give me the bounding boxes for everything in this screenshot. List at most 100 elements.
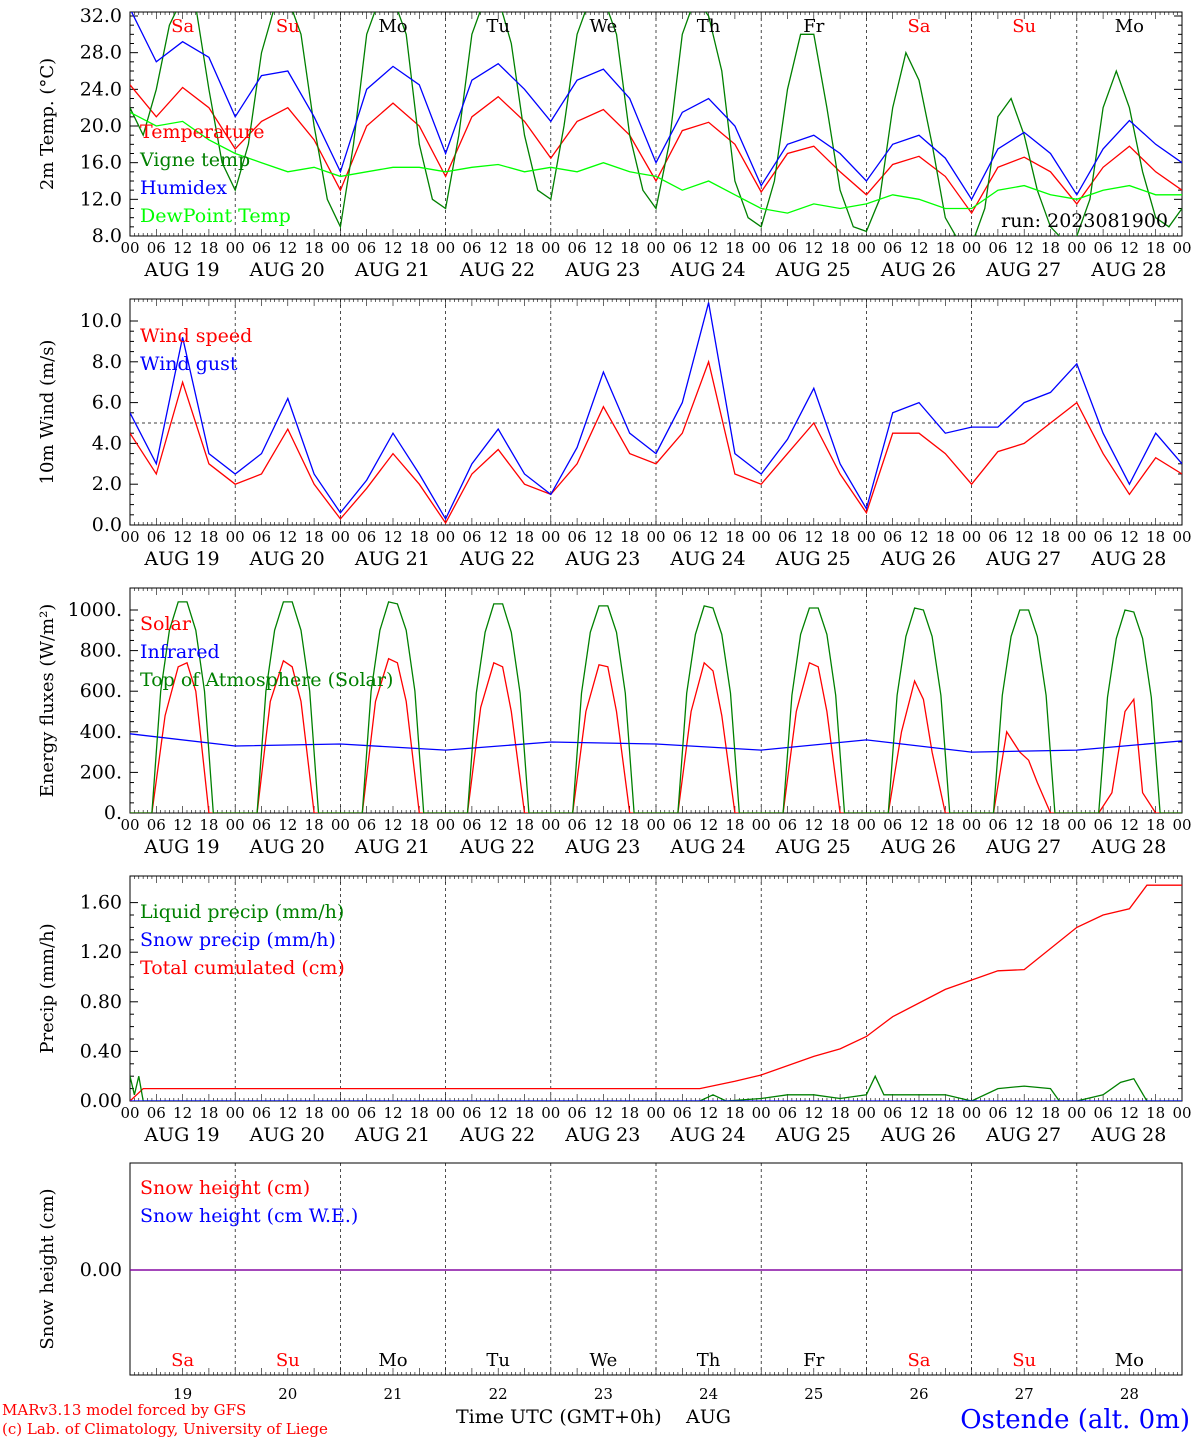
hour-tick-label: 00 (541, 1104, 560, 1122)
y-tick-label: 600. (80, 680, 122, 702)
date-label: AUG 24 (669, 548, 745, 570)
hour-tick-label: 18 (831, 528, 850, 546)
hour-tick-label: 00 (226, 1104, 245, 1122)
date-label: AUG 28 (1090, 836, 1166, 858)
date-label: AUG 27 (985, 259, 1061, 281)
y-tick-label: 24.0 (80, 78, 122, 100)
hour-tick-label: 18 (725, 816, 744, 834)
series-line (130, 1074, 1182, 1101)
hour-tick-label: 12 (489, 239, 508, 257)
hour-tick-label: 12 (278, 816, 297, 834)
y-tick-label: 4.0 (92, 432, 122, 454)
day-number-label: 20 (278, 1385, 297, 1403)
weekday-label: We (590, 1350, 618, 1371)
hour-tick-label: 18 (1041, 239, 1060, 257)
y-tick-label: 0.00 (80, 1259, 122, 1281)
date-label: AUG 19 (143, 1124, 219, 1146)
weekday-label: Mo (378, 16, 407, 37)
legend-entry: Infrared (140, 641, 220, 663)
y-tick-label: 8.0 (92, 351, 122, 373)
legend-entry: Liquid precip (mm/h) (140, 901, 344, 923)
hour-tick-label: 12 (909, 816, 928, 834)
hour-tick-label: 00 (962, 816, 981, 834)
hour-tick-label: 12 (1015, 816, 1034, 834)
date-label: AUG 26 (880, 836, 956, 858)
hour-tick-label: 00 (752, 528, 771, 546)
hour-tick-label: 12 (489, 528, 508, 546)
hour-tick-label: 12 (278, 1104, 297, 1122)
hour-tick-label: 18 (725, 1104, 744, 1122)
hour-tick-label: 00 (962, 239, 981, 257)
series-line (130, 657, 1182, 813)
hour-tick-label: 06 (568, 1104, 587, 1122)
series-line (130, 884, 1182, 1101)
date-label: AUG 27 (985, 1124, 1061, 1146)
date-label: AUG 28 (1090, 1124, 1166, 1146)
hour-tick-label: 06 (357, 1104, 376, 1122)
hour-tick-label: 18 (620, 1104, 639, 1122)
date-label: AUG 26 (880, 259, 956, 281)
hour-tick-label: 06 (673, 816, 692, 834)
precip-panel: 0.00 0.40 0.80 1.20 1.60 Precip (mm/h) Liquid … (37, 875, 1192, 1146)
wind-panel: 0.0 2.0 4.0 6.0 8.0 10.0 10m Wind (m/s) Wind sp… (37, 298, 1192, 570)
hour-tick-label: 18 (620, 528, 639, 546)
plot-frame (129, 587, 1183, 814)
hour-tick-label: 00 (1172, 816, 1191, 834)
hour-tick-label: 12 (173, 528, 192, 546)
hour-tick-label: 12 (173, 239, 192, 257)
hour-tick-label: 00 (331, 528, 350, 546)
hour-tick-label: 06 (1094, 239, 1113, 257)
y-tick-label: 0. (104, 802, 122, 824)
weekday-label: Fr (803, 1350, 824, 1371)
date-label: AUG 20 (249, 548, 325, 570)
y-tick-label: 20.0 (80, 115, 122, 137)
hour-tick-label: 18 (1041, 816, 1060, 834)
hour-tick-label: 18 (831, 816, 850, 834)
hour-tick-label: 00 (962, 528, 981, 546)
hour-tick-label: 06 (883, 816, 902, 834)
hour-tick-label: 00 (646, 528, 665, 546)
date-label: AUG 24 (669, 1124, 745, 1146)
legend-entry: Temperature (140, 121, 264, 143)
hour-tick-label: 18 (620, 816, 639, 834)
hour-tick-label: 12 (594, 239, 613, 257)
y-tick-label: 16.0 (80, 152, 122, 174)
weekday-label: Tu (486, 1350, 510, 1371)
hour-tick-label: 12 (804, 528, 823, 546)
hour-tick-label: 12 (699, 816, 718, 834)
hour-tick-label: 06 (883, 239, 902, 257)
hour-tick-label: 12 (278, 528, 297, 546)
hour-tick-label: 18 (1041, 1104, 1060, 1122)
hour-tick-label: 12 (1015, 239, 1034, 257)
hour-tick-label: 00 (1067, 816, 1086, 834)
hour-tick-label: 12 (594, 1104, 613, 1122)
hour-tick-label: 06 (357, 816, 376, 834)
hour-tick-label: 06 (252, 1104, 271, 1122)
y-tick-label: 12.0 (80, 188, 122, 210)
hour-tick-label: 00 (752, 1104, 771, 1122)
series-line (130, 601, 1182, 813)
date-label: AUG 23 (564, 259, 640, 281)
hour-tick-label: 18 (305, 816, 324, 834)
hour-tick-label: 06 (462, 528, 481, 546)
y-tick-label: 28.0 (80, 42, 122, 64)
hour-tick-label: 00 (436, 528, 455, 546)
hour-tick-label: 06 (568, 528, 587, 546)
hour-tick-label: 18 (515, 816, 534, 834)
hour-tick-label: 18 (1146, 1104, 1165, 1122)
hour-tick-label: 06 (778, 1104, 797, 1122)
hour-tick-label: 18 (305, 1104, 324, 1122)
hour-tick-label: 18 (410, 528, 429, 546)
date-label: AUG 26 (880, 1124, 956, 1146)
hour-tick-label: 12 (383, 528, 402, 546)
hour-tick-label: 06 (252, 816, 271, 834)
weekday-label: Tu (486, 16, 510, 37)
hour-tick-label: 00 (1067, 239, 1086, 257)
hour-tick-label: 00 (1067, 1104, 1086, 1122)
legend-entry: DewPoint Temp (140, 205, 291, 227)
legend-entry: Snow height (cm) (140, 1177, 310, 1199)
hour-tick-label: 12 (699, 239, 718, 257)
hour-tick-label: 00 (857, 239, 876, 257)
hour-tick-label: 00 (857, 1104, 876, 1122)
weekday-label: Su (276, 1350, 300, 1371)
